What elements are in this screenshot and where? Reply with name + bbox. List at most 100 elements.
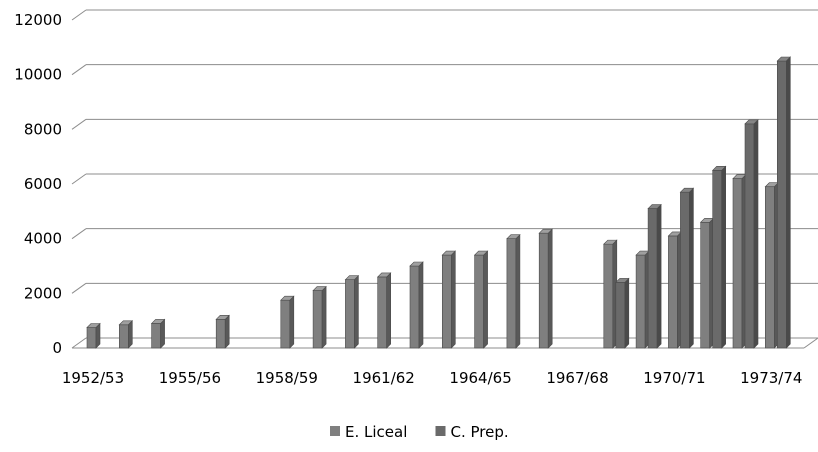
bar-e-liceal xyxy=(344,274,360,349)
x-tick-label: 1970/71 xyxy=(643,369,705,387)
bar-e-liceal xyxy=(603,239,618,349)
bar-e-liceal xyxy=(764,182,780,349)
bar-e-liceal xyxy=(441,250,457,349)
bar-side xyxy=(418,261,424,349)
bar-top xyxy=(280,295,295,301)
bar-front xyxy=(635,254,646,349)
bar-e-liceal xyxy=(215,314,230,349)
bar-e-liceal xyxy=(150,318,166,349)
bar-side xyxy=(321,285,327,349)
x-tick-label: 1961/62 xyxy=(353,369,415,387)
bar-top xyxy=(538,228,553,234)
x-tick-label: 1955/56 xyxy=(159,369,221,387)
y-tick-label: 12000 xyxy=(14,11,62,29)
bar-side xyxy=(128,320,133,349)
bar-side xyxy=(160,318,165,349)
bar-side xyxy=(689,187,694,349)
y-tick-label: 6000 xyxy=(24,175,62,193)
bar-top xyxy=(409,261,424,267)
y-tick-label: 0 xyxy=(52,339,62,357)
bar-front xyxy=(712,170,723,349)
bar-side xyxy=(354,274,359,349)
bar-top xyxy=(647,204,662,209)
bar-top xyxy=(344,275,360,280)
y-axis-ticks: 0 2000 4000 6000 8000 10000 12000 xyxy=(14,11,62,357)
bar-top xyxy=(441,250,457,256)
bar-side xyxy=(721,165,727,349)
bar-front xyxy=(680,191,690,349)
gridline-depth xyxy=(71,228,87,240)
bar-e-liceal xyxy=(409,261,424,349)
bar-front xyxy=(647,208,658,349)
bar-front xyxy=(441,254,452,349)
bar-top xyxy=(473,250,489,256)
bar-top xyxy=(376,272,392,278)
bar-e-liceal xyxy=(635,250,650,349)
bar-side xyxy=(624,277,630,349)
bar-c-prep xyxy=(615,277,630,349)
gridline-depth xyxy=(71,337,87,349)
bar-e-liceal xyxy=(732,173,747,349)
bar-e-liceal xyxy=(506,233,521,349)
bar-front xyxy=(151,323,161,349)
gridline-depth xyxy=(71,118,87,130)
bar-side xyxy=(289,295,295,349)
bar-top xyxy=(615,278,630,283)
bar-e-liceal xyxy=(376,272,392,349)
bar-e-liceal xyxy=(538,228,553,349)
bar-top xyxy=(776,56,792,62)
bar-side xyxy=(656,203,662,349)
bar-front xyxy=(700,221,711,349)
bar-top xyxy=(506,234,521,239)
gridline-depth xyxy=(71,9,87,21)
bar-top xyxy=(86,323,101,328)
bar-side xyxy=(753,119,759,349)
bar-top xyxy=(711,166,727,171)
y-tick-label: 8000 xyxy=(24,120,62,138)
bar-e-liceal xyxy=(86,322,101,349)
bar-front xyxy=(312,290,323,349)
bar-side xyxy=(515,233,521,349)
bar-top xyxy=(150,319,166,324)
bar-front xyxy=(744,123,755,349)
floor-edge-depth xyxy=(803,337,818,349)
bar-front xyxy=(732,178,743,349)
bar-top xyxy=(679,187,695,193)
bar-side xyxy=(483,250,488,349)
bar-c-prep xyxy=(711,165,727,349)
bar-e-liceal xyxy=(667,231,683,349)
legend: E. Liceal C. Prep. xyxy=(330,423,509,441)
bar-e-liceal xyxy=(280,295,295,349)
bar-side xyxy=(547,228,553,349)
bar-front xyxy=(377,276,388,349)
y-tick-label: 10000 xyxy=(14,66,62,84)
legend-label: C. Prep. xyxy=(451,423,509,441)
gridline-depth xyxy=(71,64,87,76)
gridline-depth xyxy=(71,173,87,185)
bar-front xyxy=(86,327,97,349)
x-tick-label: 1964/65 xyxy=(449,369,511,387)
legend-swatch xyxy=(435,426,446,436)
bar-e-liceal xyxy=(312,285,327,349)
bar-top xyxy=(118,320,134,326)
x-tick-label: 1967/68 xyxy=(546,369,608,387)
legend-label: E. Liceal xyxy=(345,423,407,441)
x-tick-label: 1958/59 xyxy=(256,369,318,387)
bars xyxy=(86,56,792,349)
bar-front xyxy=(119,324,129,349)
bar-side xyxy=(224,314,230,349)
bar-top xyxy=(312,286,327,291)
bar-front xyxy=(506,238,517,349)
bar-front xyxy=(409,265,420,349)
bar-e-liceal xyxy=(473,250,489,349)
x-tick-label: 1973/74 xyxy=(740,369,802,387)
bar-front xyxy=(538,232,549,349)
bar-side xyxy=(450,250,456,349)
bar-front xyxy=(474,254,484,349)
bar-e-liceal xyxy=(118,320,134,349)
bar-front xyxy=(215,318,226,349)
bar-top xyxy=(744,119,759,125)
bar-c-prep xyxy=(647,203,662,349)
